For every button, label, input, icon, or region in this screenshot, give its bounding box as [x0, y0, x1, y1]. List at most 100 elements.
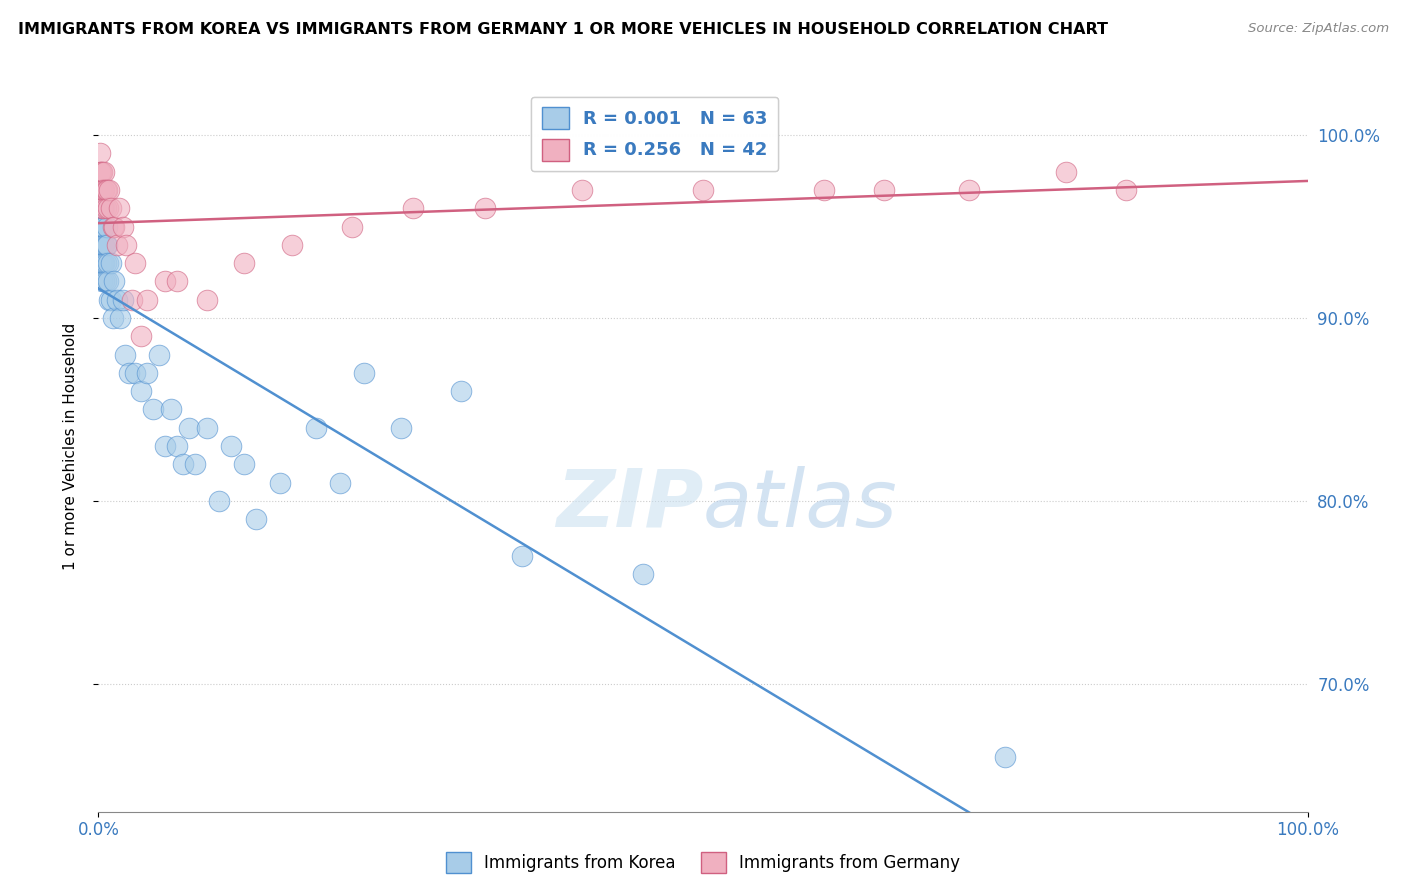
- Point: [179, 420, 201, 434]
- Point: [89, 238, 111, 252]
- Point: [91, 238, 114, 252]
- Point: [90, 183, 112, 197]
- Point: [91, 164, 114, 178]
- Point: [166, 274, 188, 288]
- Point: [1115, 183, 1137, 197]
- Point: [571, 183, 593, 197]
- Point: [121, 293, 143, 307]
- Point: [98, 183, 121, 197]
- Point: [91, 256, 114, 270]
- Point: [91, 201, 114, 215]
- Text: ZIP: ZIP: [555, 466, 703, 543]
- Point: [103, 219, 125, 234]
- Point: [93, 238, 115, 252]
- Point: [90, 238, 112, 252]
- Point: [813, 183, 835, 197]
- Point: [90, 256, 112, 270]
- Point: [91, 201, 114, 215]
- Point: [103, 274, 125, 288]
- Point: [91, 183, 114, 197]
- Point: [89, 164, 111, 178]
- Point: [101, 310, 124, 325]
- Point: [353, 366, 375, 380]
- Point: [96, 238, 118, 252]
- Point: [873, 183, 896, 197]
- Point: [118, 366, 141, 380]
- Point: [111, 219, 134, 234]
- Point: [166, 439, 188, 453]
- Point: [184, 458, 207, 472]
- Point: [93, 274, 115, 288]
- Point: [91, 219, 114, 234]
- Point: [94, 274, 117, 288]
- Point: [1054, 164, 1077, 178]
- Point: [91, 238, 114, 252]
- Point: [281, 238, 304, 252]
- Point: [108, 201, 131, 215]
- Point: [91, 201, 114, 215]
- Point: [96, 183, 118, 197]
- Point: [105, 238, 128, 252]
- Point: [450, 384, 472, 399]
- Point: [111, 293, 134, 307]
- Point: [93, 201, 115, 215]
- Point: [98, 293, 121, 307]
- Point: [142, 402, 165, 417]
- Point: [510, 549, 533, 563]
- Text: atlas: atlas: [703, 466, 898, 543]
- Point: [89, 219, 111, 234]
- Legend: Immigrants from Korea, Immigrants from Germany: Immigrants from Korea, Immigrants from G…: [439, 846, 967, 880]
- Point: [402, 201, 425, 215]
- Text: Source: ZipAtlas.com: Source: ZipAtlas.com: [1249, 22, 1389, 36]
- Point: [692, 183, 714, 197]
- Point: [91, 183, 114, 197]
- Point: [631, 567, 654, 582]
- Point: [100, 293, 122, 307]
- Point: [124, 366, 146, 380]
- Point: [153, 439, 176, 453]
- Point: [105, 293, 128, 307]
- Point: [94, 183, 117, 197]
- Point: [89, 146, 111, 161]
- Point: [94, 201, 117, 215]
- Point: [100, 201, 122, 215]
- Text: IMMIGRANTS FROM KOREA VS IMMIGRANTS FROM GERMANY 1 OR MORE VEHICLES IN HOUSEHOLD: IMMIGRANTS FROM KOREA VS IMMIGRANTS FROM…: [18, 22, 1108, 37]
- Point: [93, 256, 115, 270]
- Point: [91, 256, 114, 270]
- Point: [97, 201, 120, 215]
- Point: [114, 347, 136, 362]
- Point: [129, 384, 152, 399]
- Point: [208, 493, 231, 508]
- Point: [195, 420, 218, 434]
- Point: [135, 293, 157, 307]
- Point: [160, 402, 183, 417]
- Point: [342, 219, 364, 234]
- Point: [90, 183, 112, 197]
- Point: [93, 219, 115, 234]
- Point: [96, 219, 118, 234]
- Point: [245, 512, 267, 526]
- Y-axis label: 1 or more Vehicles in Household: 1 or more Vehicles in Household: [63, 322, 77, 570]
- Point: [90, 201, 112, 215]
- Point: [97, 256, 120, 270]
- Point: [124, 256, 146, 270]
- Point: [195, 293, 218, 307]
- Point: [108, 310, 131, 325]
- Point: [148, 347, 170, 362]
- Point: [389, 420, 412, 434]
- Point: [269, 475, 291, 490]
- Point: [89, 183, 111, 197]
- Point: [329, 475, 352, 490]
- Point: [232, 256, 254, 270]
- Point: [94, 256, 117, 270]
- Point: [135, 366, 157, 380]
- Point: [100, 256, 122, 270]
- Point: [93, 164, 115, 178]
- Point: [232, 458, 254, 472]
- Point: [91, 274, 114, 288]
- Point: [91, 219, 114, 234]
- Point: [221, 439, 243, 453]
- Point: [957, 183, 980, 197]
- Point: [474, 201, 496, 215]
- Point: [97, 274, 120, 288]
